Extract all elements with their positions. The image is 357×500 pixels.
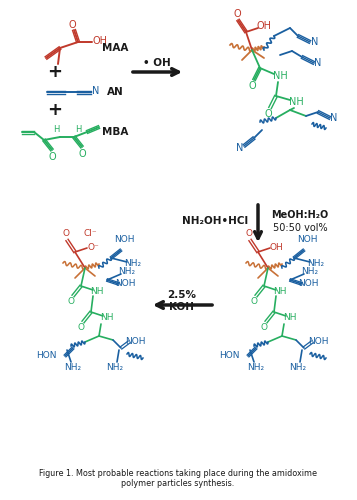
- Text: OH: OH: [92, 36, 107, 46]
- Text: O: O: [233, 9, 241, 19]
- Text: • OH: • OH: [143, 58, 171, 68]
- Text: NH: NH: [273, 286, 287, 296]
- Text: N: N: [314, 58, 322, 68]
- Text: O: O: [77, 324, 85, 332]
- Text: NH: NH: [100, 312, 114, 322]
- Text: O: O: [67, 298, 75, 306]
- Text: O: O: [251, 298, 257, 306]
- Text: O: O: [248, 81, 256, 91]
- Text: NH₂: NH₂: [301, 268, 318, 276]
- Text: N: N: [330, 113, 338, 123]
- Text: N: N: [311, 37, 319, 47]
- Text: MeOH:H₂O: MeOH:H₂O: [271, 210, 329, 220]
- Text: N: N: [236, 143, 244, 153]
- Text: NH₂: NH₂: [125, 258, 142, 268]
- Text: NH: NH: [273, 71, 287, 81]
- Text: O: O: [261, 324, 267, 332]
- Text: O: O: [246, 230, 252, 238]
- Text: +: +: [47, 63, 62, 81]
- Text: O⁻: O⁻: [87, 242, 99, 252]
- Text: NH₂: NH₂: [119, 268, 136, 276]
- Text: O: O: [68, 20, 76, 30]
- Text: Cl⁻: Cl⁻: [83, 230, 97, 238]
- Text: MAA: MAA: [102, 43, 128, 53]
- Text: OH: OH: [269, 242, 283, 252]
- Text: NH₂: NH₂: [106, 364, 124, 372]
- Text: NH: NH: [283, 312, 297, 322]
- Text: NH₂: NH₂: [64, 364, 81, 372]
- Text: 2.5%: 2.5%: [167, 290, 196, 300]
- Text: OH: OH: [256, 21, 272, 31]
- Text: NH₂: NH₂: [290, 364, 307, 372]
- Text: HON: HON: [220, 352, 240, 360]
- Text: AN: AN: [107, 87, 124, 97]
- Text: O: O: [62, 230, 70, 238]
- Text: N: N: [92, 86, 100, 96]
- Text: H: H: [53, 124, 59, 134]
- Text: KOH: KOH: [170, 302, 195, 312]
- Text: NOH: NOH: [308, 336, 328, 345]
- Text: NH: NH: [90, 286, 104, 296]
- Text: NOH: NOH: [297, 236, 317, 244]
- Text: NOH: NOH: [298, 278, 318, 287]
- Text: Figure 1. Most probable reactions taking place during the amidoxime
polymer part: Figure 1. Most probable reactions taking…: [39, 468, 317, 488]
- Text: NH₂: NH₂: [247, 364, 265, 372]
- Text: MBA: MBA: [102, 127, 128, 137]
- Text: O: O: [78, 149, 86, 159]
- Text: HON: HON: [36, 352, 57, 360]
- Text: H: H: [75, 124, 81, 134]
- Text: NH₂OH•HCl: NH₂OH•HCl: [182, 216, 248, 226]
- Text: NOH: NOH: [114, 236, 134, 244]
- Text: NOH: NOH: [115, 278, 135, 287]
- Text: NOH: NOH: [125, 336, 145, 345]
- Text: NH: NH: [288, 97, 303, 107]
- Text: NH₂: NH₂: [307, 258, 325, 268]
- Text: +: +: [47, 101, 62, 119]
- Text: 50:50 vol%: 50:50 vol%: [273, 223, 327, 233]
- Text: O: O: [48, 152, 56, 162]
- Text: O: O: [264, 109, 272, 119]
